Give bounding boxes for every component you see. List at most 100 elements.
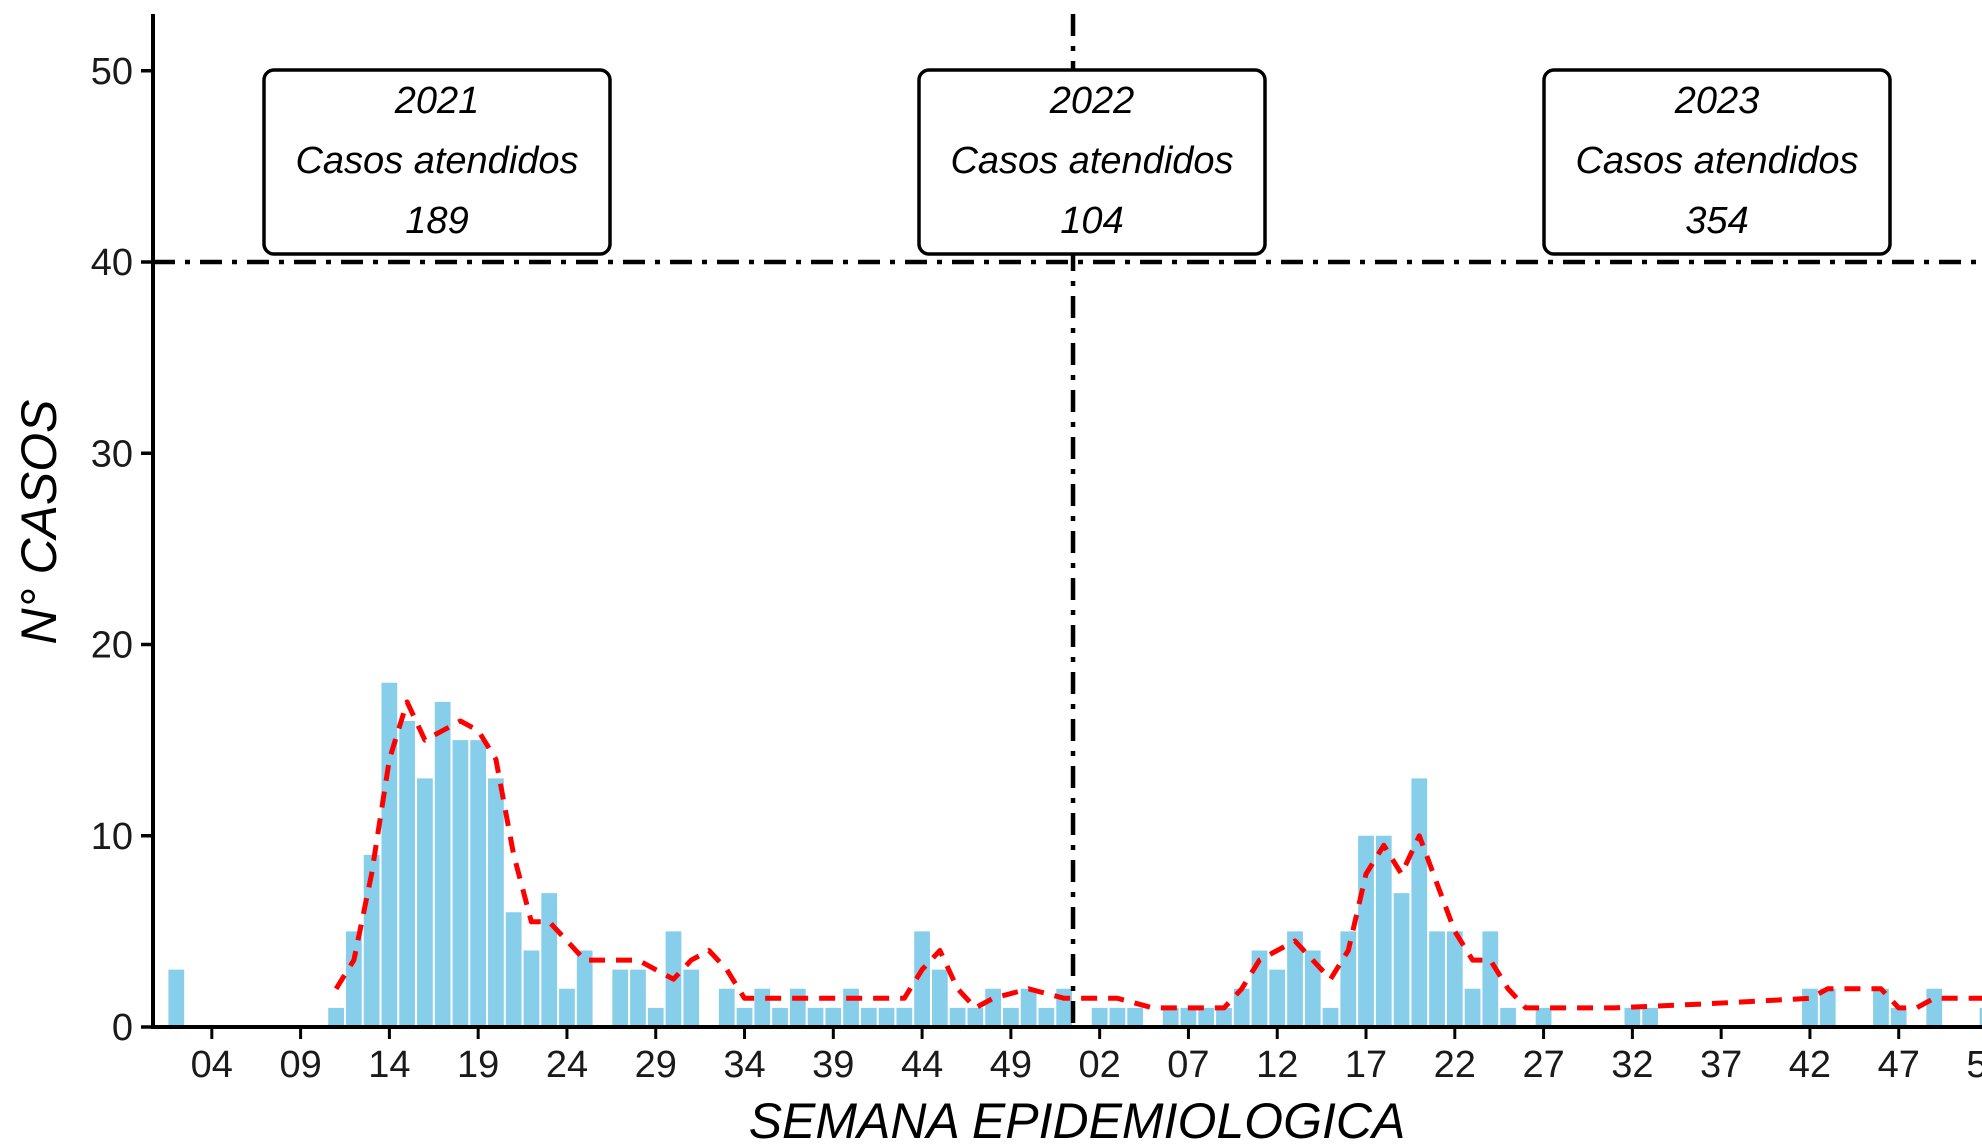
bar-week-71 [1393,893,1410,1027]
bar-week-35 [754,988,771,1027]
bar-week-21 [505,912,522,1027]
moving-average-layer [333,699,1982,1011]
y-tick-label: 20 [91,625,133,667]
annotation-frame [917,68,1267,256]
bar-week-54 [1091,1007,1108,1027]
bar-week-76 [1482,931,1499,1027]
x-tick-label: 44 [901,1044,943,1086]
bar-week-17 [434,701,451,1027]
x-tick-label: 42 [1789,1044,1831,1086]
bar-week-36 [772,1007,788,1027]
reference-lines-layer [153,14,1982,1027]
annotation-box-2022: 2022 Casos atendidos 104 [917,68,1267,256]
x-tick-label: 24 [546,1044,588,1086]
bar-week-40 [843,988,859,1027]
annotation-year: 2021 [394,80,480,122]
bar-week-22 [523,950,540,1027]
x-tick-label: 09 [279,1044,321,1086]
bar-week-48 [985,988,1002,1027]
bar-week-60 [1198,1007,1215,1027]
bar-week-16 [417,778,433,1027]
bar-week-2 [168,969,185,1027]
annotation-boxes-layer: 2021 Casos atendidos 189 2022 Casos atendido… [262,68,1892,256]
bar-week-34 [736,1007,753,1027]
bar-week-13 [363,854,380,1027]
annotation-frame [262,68,612,256]
y-tick-label: 0 [112,1007,133,1049]
annotation-year: 2022 [1049,80,1135,122]
x-tick-label: 39 [812,1044,854,1086]
x-tick-label: 32 [1611,1044,1653,1086]
bar-week-69 [1358,835,1374,1027]
annotation-total: 104 [1060,200,1123,242]
bar-week-45 [931,969,948,1027]
bar-week-79 [1535,1007,1552,1027]
annotation-year: 2023 [1674,80,1760,122]
x-tick-label: 52 [1966,1044,1982,1086]
bar-week-72 [1411,778,1428,1027]
annotation-total: 354 [1685,200,1748,242]
bar-week-85 [1642,1007,1659,1027]
y-tick-label: 10 [91,816,133,858]
bar-week-49 [1003,1007,1019,1027]
bar-week-18 [452,740,469,1027]
x-tick-label: 34 [723,1044,765,1086]
bar-week-77 [1500,1007,1516,1027]
x-tick-label: 29 [635,1044,677,1086]
bar-week-44 [914,931,930,1027]
annotation-label: Casos atendidos [950,140,1233,182]
bar-week-98 [1873,988,1889,1027]
bar-week-38 [807,1007,824,1027]
bar-week-99 [1890,1007,1907,1027]
bar-week-94 [1802,988,1818,1027]
bar-week-59 [1180,1007,1197,1027]
bar-week-61 [1216,1007,1232,1027]
bar-week-104 [1979,1007,1982,1027]
bar-week-28 [630,969,646,1027]
bar-week-11 [328,1007,344,1027]
x-tick-label: 12 [1256,1044,1298,1086]
bar-week-15 [399,721,416,1027]
bar-week-55 [1109,1007,1126,1027]
bar-week-65 [1287,931,1303,1027]
x-tick-label: 27 [1522,1044,1564,1086]
annotation-box-2021: 2021 Casos atendidos 189 [262,68,612,256]
bar-week-33 [718,988,735,1027]
x-tick-label: 22 [1434,1044,1476,1086]
x-tick-label: 02 [1079,1044,1121,1086]
bar-week-25 [576,950,593,1027]
x-tick-label: 17 [1345,1044,1387,1086]
bar-week-70 [1375,835,1392,1027]
annotation-frame [1542,68,1892,256]
bar-week-39 [825,1007,842,1027]
x-tick-label: 19 [457,1044,499,1086]
bar-week-41 [860,1007,877,1027]
x-tick-label: 14 [368,1044,410,1086]
annotation-box-2023: 2023 Casos atendidos 354 [1542,68,1892,256]
bars-layer [168,682,1982,1027]
x-tick-label: 49 [990,1044,1032,1086]
x-tick-label: 47 [1878,1044,1920,1086]
bar-week-101 [1926,988,1943,1027]
bar-week-24 [559,988,575,1027]
bar-week-64 [1269,969,1286,1027]
bar-week-47 [967,1007,984,1027]
x-tick-label: 37 [1700,1044,1742,1086]
y-tick-label: 40 [91,242,133,284]
bar-week-29 [647,1007,664,1027]
bar-week-12 [345,931,362,1027]
bar-week-42 [878,1007,895,1027]
bar-week-23 [541,893,558,1027]
bar-week-67 [1322,1007,1339,1027]
bar-week-37 [789,988,806,1027]
bar-week-62 [1233,988,1250,1027]
bar-week-75 [1464,988,1481,1027]
y-axis-title: N° CASOS [11,399,67,644]
bar-week-58 [1162,1007,1179,1027]
bar-week-46 [949,1007,966,1027]
bar-week-27 [612,969,629,1027]
annotation-total: 189 [405,200,468,242]
axes-layer: 0 10 20 30 40 50 04 09 14 19 24 29 34 39 44 49 02 07 12 17 2… [91,14,1982,1086]
bar-week-51 [1038,1007,1055,1027]
